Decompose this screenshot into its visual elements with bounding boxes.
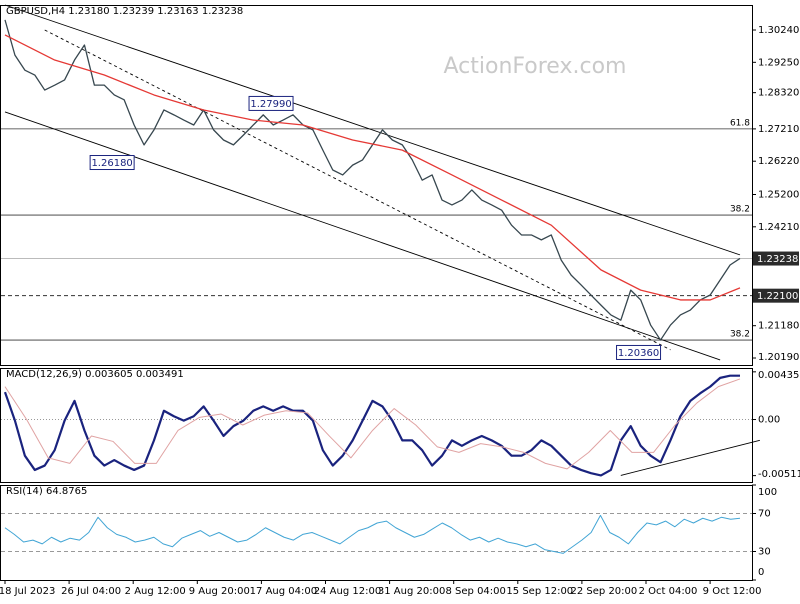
trend-line [4,111,721,361]
plot-area [1,374,760,477]
annotation-box [248,95,294,111]
series-line [4,19,741,341]
trend-line [4,4,741,256]
price-tag [753,288,799,303]
x-tick-label: 9 Aug 20:00 [189,586,250,597]
annotation-label: 1.27990 [250,99,291,110]
y-tick-label: 1.27210 [758,124,799,135]
pane-title: GBPUSD,H4 1.23180 1.23239 1.23163 1.2323… [6,6,243,17]
y-tick-label: 70 [758,509,771,520]
series-line [3,374,740,477]
pane-frame [0,485,753,581]
annotation-label: 1.20360 [618,348,659,359]
y-tick-label: 1.25200 [758,189,799,200]
trend-line [620,439,760,476]
pane-frame [0,5,753,366]
x-tick-label: 18 Jul 2023 [0,586,55,597]
fib-level-label: 38.2 [730,205,750,215]
series-line [4,378,741,470]
y-tick-label: -0.005119 [758,469,800,480]
x-tick-label: 2 Aug 12:00 [125,586,186,597]
x-tick-label: 15 Sep 12:00 [506,586,573,597]
x-tick-label: 17 Aug 04:00 [250,586,317,597]
price-tag [753,251,799,266]
x-tick-label: 31 Aug 20:00 [378,586,445,597]
y-tick-label: 1.20190 [758,352,799,363]
annotation-label: 1.26180 [91,158,132,169]
x-tick-label: 22 Sep 20:00 [571,586,638,597]
price-tag-label: 1.23238 [757,254,798,265]
fib-level-label: 38.2 [730,330,750,340]
y-tick-label: 0 [758,567,764,578]
y-tick-label: 1.29250 [758,57,799,68]
annotation-box [616,344,662,360]
y-tick-label: 1.26220 [758,156,799,167]
y-tick-label: 0.00435 [758,370,799,381]
y-tick-label: 30 [758,547,771,558]
x-tick-label: 2 Oct 04:00 [639,586,698,597]
x-tick-label: 26 Jul 04:00 [61,586,121,597]
plot-area: ActionForex.com 61.8 38.2 38.2 1.27990 1.2618… [1,4,752,361]
series-line [4,514,741,554]
x-tick-label: 24 Aug 12:00 [314,586,381,597]
x-tick-label: 8 Sep 04:00 [446,586,506,597]
pane-title: RSI(14) 64.8765 [6,486,87,497]
annotation-box [89,155,135,171]
price-tag-label: 1.22100 [757,291,798,302]
y-tick-label: 1.28320 [758,88,799,99]
series-line [4,34,741,301]
y-tick-label: 1.30240 [758,25,799,36]
fib-level-label: 61.8 [730,118,750,128]
pane-title: MACD(12,26,9) 0.003605 0.003491 [6,369,184,380]
pane-frame [0,368,753,483]
y-tick-label: 1.21180 [758,321,799,332]
plot-area [1,513,752,554]
y-tick-label: 100 [758,487,777,498]
x-tick-label: 9 Oct 12:00 [703,586,762,597]
y-tick-label: 1.24210 [758,222,799,233]
y-tick-label: 0.00 [758,415,780,426]
watermark: ActionForex.com [444,54,627,79]
